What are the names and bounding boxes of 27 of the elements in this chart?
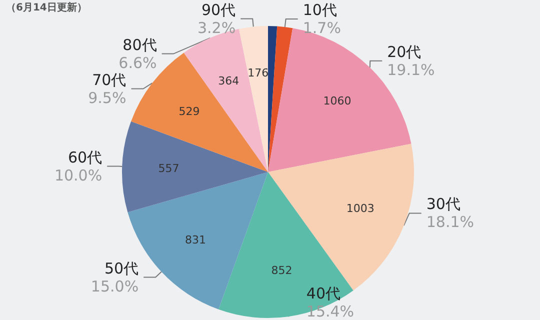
slice-label: 40代 (306, 284, 340, 302)
slice-label: 30代 (426, 195, 460, 214)
text: 1.7% (302, 19, 341, 38)
slice-label: 80代 (122, 36, 157, 54)
data-label: 831 (185, 233, 206, 246)
data-label: 852 (271, 264, 292, 277)
text: 19.1% (387, 60, 435, 79)
data-label: 364 (218, 74, 240, 88)
data-label: 176 (248, 66, 269, 80)
slice-label: 20代 (387, 42, 422, 61)
chart-subtitle: （6月14日更新） (6, 2, 87, 14)
data-label: 1060 (323, 94, 352, 108)
text: 6.6% (118, 54, 157, 72)
slice-label: 70代 (92, 70, 126, 89)
data-label: 1003 (346, 202, 374, 215)
data-label: 557 (158, 162, 180, 175)
text: 15.0% (90, 277, 139, 296)
data-label: 529 (178, 105, 200, 118)
text: 15.4% (306, 302, 354, 320)
slice-label: 90代 (202, 0, 236, 19)
text: 18.1% (426, 213, 474, 232)
text: 3.2% (197, 18, 236, 37)
slice-label: 50代 (104, 259, 139, 278)
slice-label: 10代 (302, 1, 337, 20)
text: 10.0% (54, 166, 102, 184)
slice-label: 60代 (68, 148, 102, 166)
text: 9.5% (88, 88, 126, 107)
